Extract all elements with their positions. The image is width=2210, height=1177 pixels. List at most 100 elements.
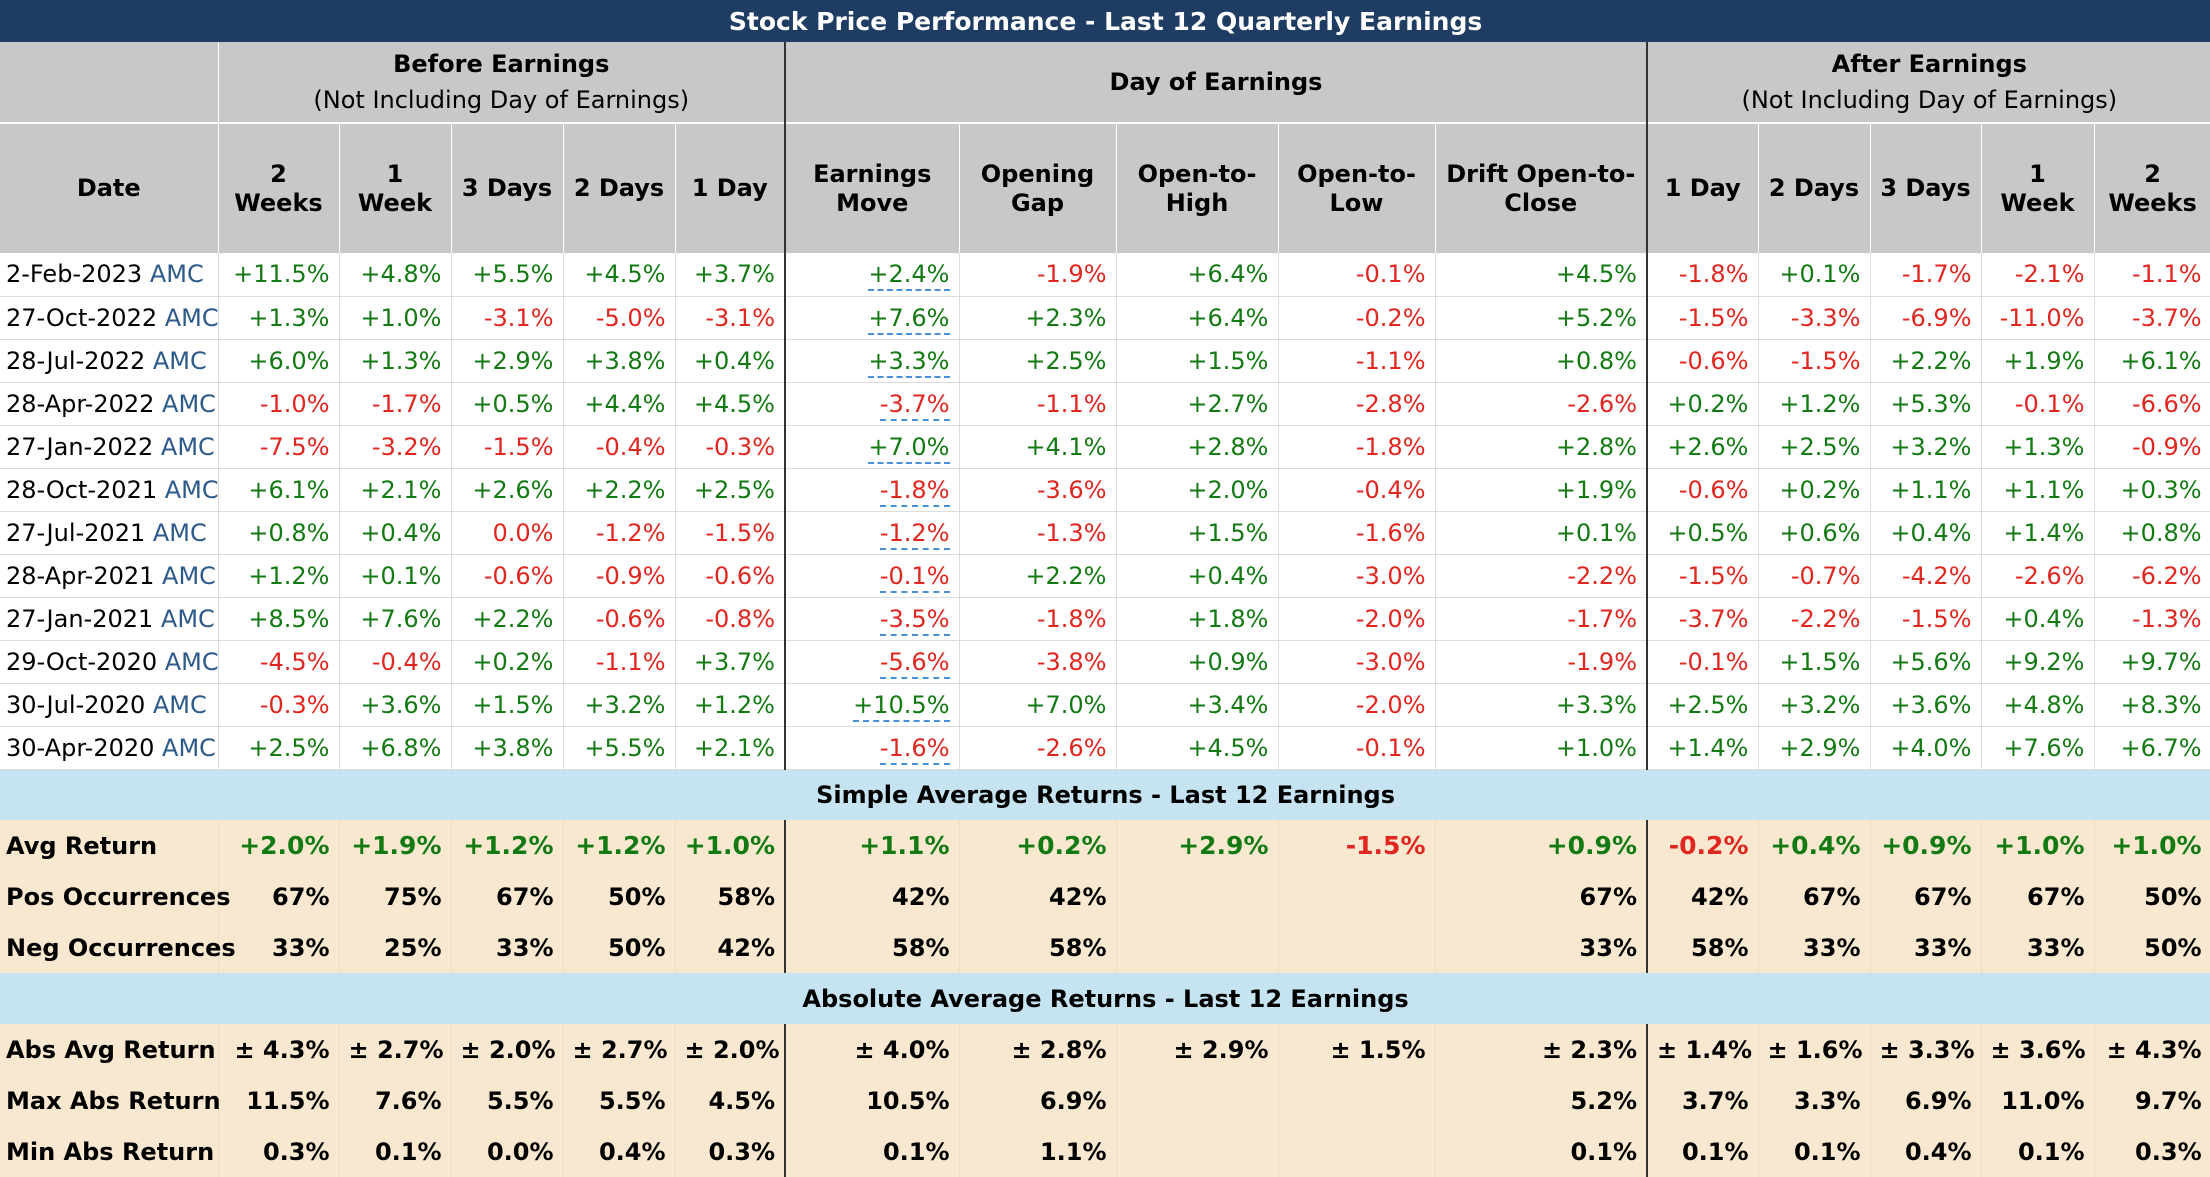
value-text: +5.5% (584, 733, 666, 762)
earnings-move-link[interactable]: -3.7% (879, 389, 950, 421)
earnings-timing-link[interactable]: AMC (160, 432, 215, 461)
stat-value-2-weeks: 33% (218, 922, 340, 973)
stat-value-text: 67% (1803, 882, 1861, 911)
value-text: +0.2% (472, 647, 554, 676)
earnings-timing-link[interactable]: AMC (152, 346, 207, 375)
value-cell-1-week: -2.1% (1981, 253, 2095, 297)
earnings-timing-link[interactable]: AMC (152, 518, 207, 547)
value-cell-opening-gap: -1.9% (959, 253, 1117, 297)
earnings-move-link[interactable]: -1.6% (879, 733, 950, 765)
value-cell-3-days: -1.5% (1870, 597, 1982, 641)
stat-value-3-days: 0.4% (1870, 1126, 1982, 1177)
value-text: -3.6% (1036, 475, 1107, 504)
earnings-timing-link[interactable]: AMC (162, 733, 216, 762)
value-text: -3.3% (1790, 303, 1861, 332)
date-cell: 28-Oct-2021 AMC (0, 468, 219, 512)
stat-value-2-weeks: ± 4.3% (218, 1024, 340, 1075)
earnings-timing-link[interactable]: AMC (152, 690, 207, 719)
earnings-move-link[interactable]: -3.5% (879, 604, 950, 636)
value-cell-2-days: -5.0% (563, 296, 676, 340)
earnings-timing-link[interactable]: AMC (164, 475, 219, 504)
stat-value-drift-open-to-close: 0.1% (1435, 1126, 1648, 1177)
stat-value-text: ± 3.3% (1879, 1035, 1975, 1064)
value-cell-3-days: +0.5% (451, 382, 564, 426)
stat-value-2-weeks: 50% (2094, 922, 2210, 973)
earnings-timing-link[interactable]: AMC (149, 260, 204, 289)
value-cell-3-days: +3.6% (1870, 683, 1982, 727)
value-text: +2.2% (1025, 561, 1107, 590)
value-text: +2.7% (1187, 389, 1269, 418)
value-text: -1.8% (1355, 432, 1426, 461)
value-text: +6.1% (248, 475, 330, 504)
stat-value-text: 0.0% (486, 1137, 554, 1166)
value-cell-1-week: +1.0% (339, 296, 452, 340)
value-cell-2-days: -0.6% (563, 597, 676, 641)
group-title-before: Before Earnings (393, 50, 610, 78)
value-text: -0.1% (1678, 647, 1749, 676)
value-text: +3.7% (693, 647, 775, 676)
value-text: +2.5% (1025, 346, 1107, 375)
value-text: +0.1% (360, 561, 442, 590)
stat-row-min-abs-return: Min Abs Return 0.3% 0.1% 0.0% 0.4% 0.3% 0.1% 1.… (0, 1126, 2210, 1177)
earnings-move-link[interactable]: +7.0% (868, 432, 950, 464)
stat-value-text: ± 4.3% (2106, 1035, 2202, 1064)
value-cell-2-weeks: +8.3% (2094, 683, 2210, 727)
earnings-timing-link[interactable]: AMC (162, 561, 216, 590)
stat-value-text: 5.5% (486, 1086, 554, 1115)
column-header-1-week: 1 Week (1981, 122, 2095, 253)
earnings-move-link[interactable]: -0.1% (879, 561, 950, 593)
stat-value-opening-gap: ± 2.8% (959, 1024, 1117, 1075)
stat-value-text: ± 2.7% (572, 1035, 668, 1064)
value-cell-earnings-move: +2.4% (785, 253, 960, 297)
table-row: 30-Apr-2020 AMC +2.5% +6.8% +3.8% +5.5% +2.1%… (0, 726, 2210, 770)
value-text: +2.1% (360, 475, 442, 504)
stat-value-1-day: 58% (1647, 922, 1759, 973)
stat-value-opening-gap: 58% (959, 922, 1117, 973)
earnings-date: 27-Jul-2021 (6, 518, 146, 547)
value-text: -0.9% (595, 561, 666, 590)
stat-value-text: 58% (892, 933, 950, 962)
value-text: +0.4% (2003, 604, 2085, 633)
value-text: +2.5% (1667, 690, 1749, 719)
earnings-move-link[interactable]: +7.6% (868, 303, 950, 335)
value-cell-3-days: +3.8% (451, 726, 564, 770)
earnings-move-link[interactable]: -1.2% (879, 518, 950, 550)
earnings-move-link[interactable]: +3.3% (868, 346, 950, 378)
value-text: -2.1% (2014, 260, 2085, 289)
value-text: -11.0% (1999, 303, 2085, 332)
earnings-timing-link[interactable]: AMC (164, 303, 219, 332)
value-text: +0.8% (1555, 346, 1637, 375)
stat-value-1-day: 3.7% (1647, 1075, 1759, 1126)
earnings-move-link[interactable]: -1.8% (879, 475, 950, 507)
stat-value-text: 67% (272, 882, 330, 911)
value-text: +2.5% (1779, 432, 1861, 461)
value-text: -0.4% (1355, 475, 1426, 504)
earnings-move-link[interactable]: +10.5% (853, 690, 950, 722)
value-cell-2-days: +4.4% (563, 382, 676, 426)
stat-value-opening-gap: +0.2% (959, 820, 1117, 871)
value-text: -1.5% (1678, 561, 1749, 590)
earnings-move-link[interactable]: +2.4% (868, 260, 950, 292)
earnings-timing-link[interactable]: AMC (162, 389, 216, 418)
stat-value-text: 58% (1691, 933, 1749, 962)
stat-value-text: 6.9% (1039, 1086, 1107, 1115)
date-cell: 28-Apr-2022 AMC (0, 382, 219, 426)
value-text: +1.2% (248, 561, 330, 590)
value-text: +6.4% (1187, 260, 1269, 289)
earnings-timing-link[interactable]: AMC (160, 604, 215, 633)
value-text: +5.6% (1890, 647, 1972, 676)
value-cell-opening-gap: -3.6% (959, 468, 1117, 512)
value-cell-drift-open-to-close: +1.9% (1435, 468, 1648, 512)
earnings-move-link[interactable]: -5.6% (879, 647, 950, 679)
value-cell-1-day: -3.7% (1647, 597, 1759, 641)
stat-value-text: 33% (2027, 933, 2085, 962)
stat-value-3-days: 33% (451, 922, 564, 973)
value-text: +0.4% (1890, 518, 1972, 547)
value-text: +6.0% (248, 346, 330, 375)
stat-value-text: 11.0% (2001, 1086, 2085, 1115)
value-text: +1.1% (2003, 475, 2085, 504)
value-text: -0.9% (2131, 432, 2202, 461)
value-cell-2-weeks: +6.7% (2094, 726, 2210, 770)
value-text: -3.8% (1036, 647, 1107, 676)
earnings-timing-link[interactable]: AMC (164, 647, 219, 676)
